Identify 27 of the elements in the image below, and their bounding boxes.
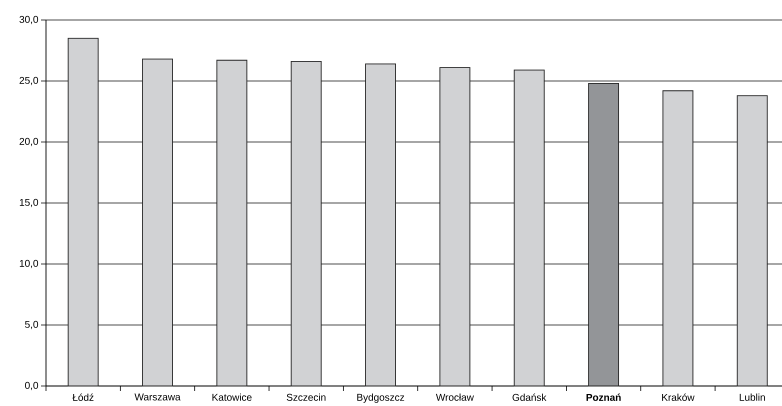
x-tick-label: Poznań <box>586 394 621 401</box>
bar <box>68 38 99 386</box>
y-tick-label: 25,0 <box>20 76 38 86</box>
x-tick-label: Warszawa <box>134 394 181 400</box>
y-tick-label: 15,0 <box>20 198 38 208</box>
bar <box>142 58 173 386</box>
bar <box>514 70 545 386</box>
y-tick-label: 10,0 <box>20 260 38 268</box>
bar <box>588 82 620 386</box>
y-tick-label: 20,0 <box>20 138 38 146</box>
x-tick-label: Lublin <box>740 394 765 401</box>
x-tick-label: Bydgoszcz <box>357 394 404 403</box>
x-tick-label: Wrocław <box>436 394 474 401</box>
y-tick-label: 5,0 <box>25 320 38 330</box>
x-tick-label: Kraków <box>662 394 695 401</box>
bar <box>365 63 396 386</box>
x-tick-label: Łódź <box>72 394 94 401</box>
bar <box>736 95 768 386</box>
bar <box>439 67 470 386</box>
bar <box>290 61 322 386</box>
y-tick-label: 0,0 <box>25 382 38 390</box>
bar <box>216 60 248 386</box>
y-tick-label: 30,0 <box>19 16 38 24</box>
bar <box>662 90 694 386</box>
x-tick-label: Szczecin <box>286 394 326 401</box>
x-tick-label: Katowice <box>212 394 252 401</box>
x-tick-label: Gdańsk <box>512 394 546 401</box>
